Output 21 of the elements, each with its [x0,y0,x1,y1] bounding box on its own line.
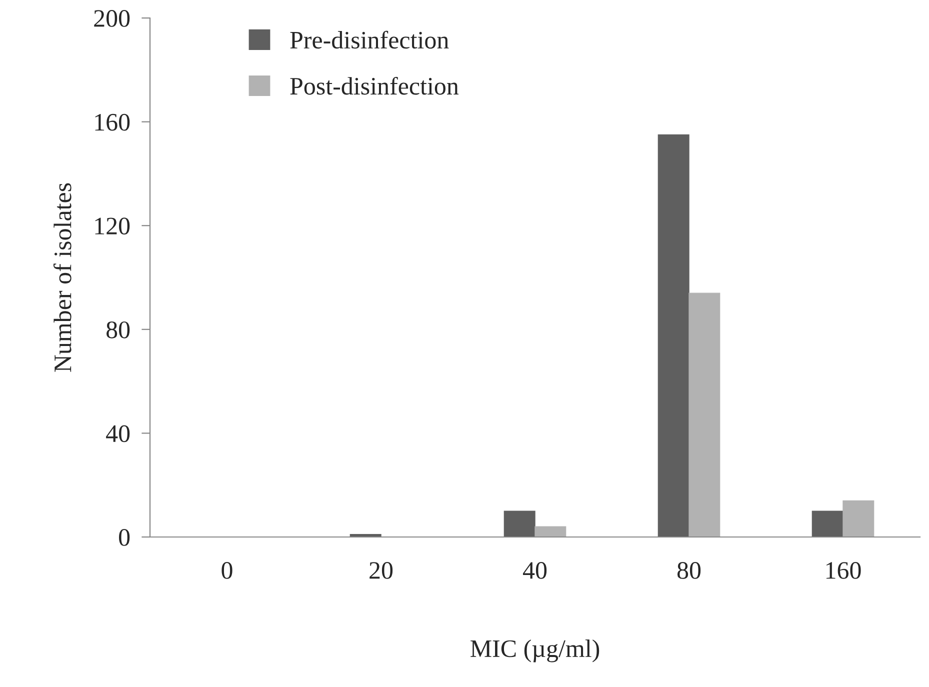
y-tick-label: 0 [119,529,130,546]
bar [812,510,844,537]
bar [658,134,690,537]
bar [534,526,566,537]
x-tick-label: 20 [370,562,393,579]
x-axis-title: MIC (µg/ml) [470,640,600,662]
y-axis-title: Number of isolates [53,183,72,372]
y-tick-label: 200 [94,10,130,27]
legend-label: Pre-disinfection [290,30,449,49]
bar [688,292,720,537]
legend-label: Post-disinfection [290,76,459,95]
y-tick-label: 160 [95,114,130,131]
bar [504,510,536,537]
x-tick-label: 0 [222,562,232,579]
y-tick-label: 120 [95,218,130,235]
x-tick-label: 80 [677,562,701,579]
x-tick-label: 160 [826,562,861,579]
y-tick-label: 40 [106,425,130,442]
y-tick-label: 80 [106,321,130,338]
x-tick-label: 40 [522,562,547,579]
bar [842,500,874,537]
